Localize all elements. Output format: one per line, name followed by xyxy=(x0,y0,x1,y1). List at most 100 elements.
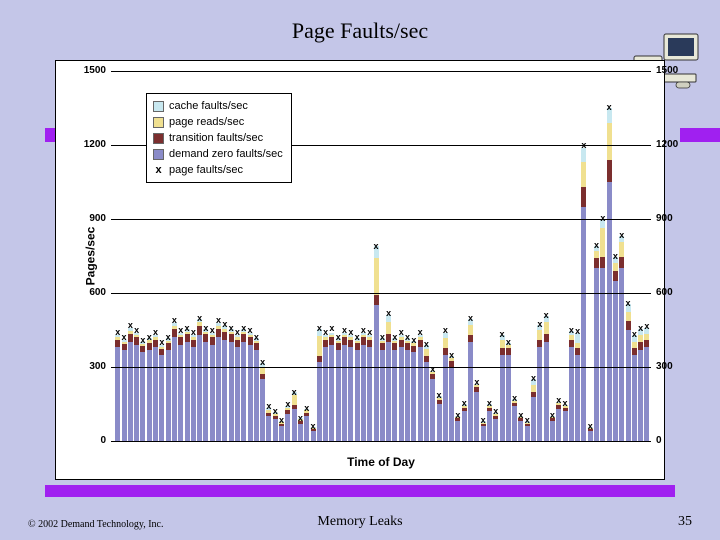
bar-segment xyxy=(229,334,234,342)
scatter-x-mark: x xyxy=(468,313,473,323)
scatter-x-mark: x xyxy=(525,415,530,425)
scatter-x-mark: x xyxy=(455,410,460,420)
bar-segment xyxy=(468,325,473,335)
bar-segment xyxy=(594,268,599,441)
bar-column xyxy=(229,329,234,441)
scatter-x-mark: x xyxy=(134,325,139,335)
scatter-x-mark: x xyxy=(588,421,593,431)
scatter-x-mark: x xyxy=(153,327,158,337)
bar-column xyxy=(607,108,612,441)
bar-segment xyxy=(632,348,637,355)
bar-segment xyxy=(178,337,183,344)
bar-column xyxy=(254,338,259,441)
bar-segment xyxy=(626,321,631,330)
bar-segment xyxy=(128,342,133,441)
bar-segment xyxy=(241,342,246,441)
y-axis-label: Pages/sec xyxy=(83,227,97,286)
footer-accent-bar xyxy=(45,485,675,497)
bar-column xyxy=(493,413,498,441)
bar-segment xyxy=(323,340,328,347)
bar-segment xyxy=(367,340,372,347)
bar-column xyxy=(134,333,139,441)
bar-segment xyxy=(607,160,612,182)
scatter-x-mark: x xyxy=(607,102,612,112)
bar-segment xyxy=(374,295,379,305)
bar-segment xyxy=(166,343,171,350)
bar-column xyxy=(619,236,624,441)
bar-segment xyxy=(619,242,624,257)
bar-column xyxy=(241,329,246,441)
bar-segment xyxy=(317,336,322,356)
legend-label: page faults/sec xyxy=(169,164,243,176)
bar-segment xyxy=(323,347,328,441)
bar-segment xyxy=(329,345,334,441)
bar-segment xyxy=(153,340,158,347)
bar-segment xyxy=(191,347,196,441)
legend-item: cache faults/sec xyxy=(153,98,283,114)
bar-segment xyxy=(537,330,542,340)
bar-segment xyxy=(348,340,353,347)
bar-column xyxy=(348,335,353,441)
scatter-x-mark: x xyxy=(248,325,253,335)
bar-segment xyxy=(644,347,649,441)
bar-column xyxy=(380,338,385,441)
legend-label: transition faults/sec xyxy=(169,132,263,144)
bar-column xyxy=(474,384,479,441)
bar-column xyxy=(374,246,379,441)
bar-segment xyxy=(279,426,284,441)
bar-segment xyxy=(254,350,259,441)
scatter-x-mark: x xyxy=(210,325,215,335)
bar-column xyxy=(147,338,152,441)
legend-label: page reads/sec xyxy=(169,116,244,128)
bar-column xyxy=(317,329,322,441)
bar-column xyxy=(197,319,202,441)
bar-column xyxy=(248,333,253,441)
ytick-left: 0 xyxy=(71,435,106,446)
bar-segment xyxy=(260,379,265,441)
gridline xyxy=(111,219,651,220)
scatter-x-mark: x xyxy=(216,315,221,325)
bar-segment xyxy=(147,350,152,441)
bar-segment xyxy=(203,342,208,441)
bar-column xyxy=(405,338,410,441)
bar-segment xyxy=(380,343,385,350)
scatter-x-mark: x xyxy=(329,323,334,333)
bar-column xyxy=(531,379,536,441)
bar-segment xyxy=(348,347,353,441)
bar-segment xyxy=(594,258,599,268)
bar-segment xyxy=(487,411,492,441)
bar-column xyxy=(512,399,517,441)
scatter-x-mark: x xyxy=(518,410,523,420)
bar-segment xyxy=(197,335,202,441)
bar-segment xyxy=(273,419,278,441)
scatter-x-mark: x xyxy=(462,398,467,408)
bar-column xyxy=(600,219,605,441)
bar-segment xyxy=(619,257,624,268)
scatter-x-mark: x xyxy=(644,321,649,331)
scatter-x-mark: x xyxy=(411,335,416,345)
scatter-x-mark: x xyxy=(285,399,290,409)
bar-segment xyxy=(304,416,309,441)
bar-segment xyxy=(392,343,397,350)
bar-segment xyxy=(367,347,372,441)
scatter-x-mark: x xyxy=(600,213,605,223)
legend: cache faults/sec page reads/sec transition… xyxy=(146,93,292,183)
bar-segment xyxy=(550,421,555,441)
scatter-x-mark: x xyxy=(544,310,549,320)
bar-column xyxy=(386,315,391,441)
legend-swatch xyxy=(153,117,164,128)
bar-column xyxy=(449,356,454,441)
scatter-x-mark: x xyxy=(619,230,624,240)
bar-segment xyxy=(266,416,271,441)
bar-segment xyxy=(563,411,568,441)
scatter-x-mark: x xyxy=(122,332,127,342)
bar-segment xyxy=(405,343,410,350)
bar-segment xyxy=(166,350,171,441)
bar-column xyxy=(506,343,511,441)
scatter-x-mark: x xyxy=(506,337,511,347)
scatter-x-mark: x xyxy=(500,329,505,339)
scatter-x-mark: x xyxy=(197,313,202,323)
bar-column xyxy=(260,363,265,441)
bar-column xyxy=(411,341,416,441)
chart-title: Page Faults/sec xyxy=(0,18,720,44)
